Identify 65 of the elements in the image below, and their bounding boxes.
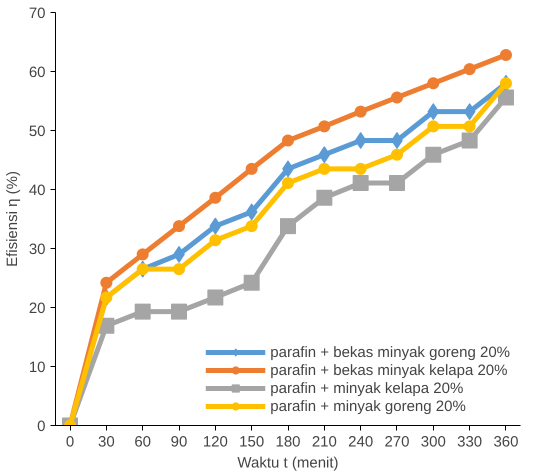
- point: [427, 77, 440, 90]
- point: [462, 132, 478, 149]
- point: [352, 175, 369, 192]
- point: [282, 177, 294, 189]
- x-axis-title: Waktu t (menit): [237, 454, 339, 472]
- point: [464, 63, 476, 76]
- x-tick-label: 360: [493, 434, 518, 450]
- x-tick-label: 120: [202, 434, 228, 450]
- x-tick-label: 240: [348, 434, 374, 450]
- point: [318, 162, 330, 175]
- y-axis-title: Efisiensi η (%): [4, 171, 21, 267]
- point: [209, 234, 222, 246]
- point: [136, 263, 149, 276]
- point: [280, 218, 296, 234]
- y-tick-label: 70: [28, 5, 46, 22]
- y-tick-label: 0: [37, 418, 46, 435]
- point: [427, 120, 440, 132]
- x-tick-label: 270: [384, 434, 410, 450]
- x-tick-label: 90: [170, 434, 188, 450]
- x-tick-label: 60: [134, 434, 152, 450]
- point: [318, 146, 330, 164]
- y-tick-label: 40: [28, 182, 46, 199]
- y-tick-label: 30: [28, 241, 46, 258]
- y-tick-label: 10: [28, 359, 46, 376]
- legend-label: parafin + bekas minyak kelapa 20%: [270, 361, 508, 379]
- legend-label: parafin + minyak kelapa 20%: [270, 379, 464, 397]
- point: [173, 263, 186, 276]
- x-tick-label: 180: [275, 434, 301, 450]
- point: [318, 120, 330, 132]
- legend-label: parafin + minyak goreng 20%: [270, 397, 466, 415]
- point: [207, 289, 224, 306]
- x-tick-label: 210: [312, 434, 337, 450]
- point: [464, 120, 476, 132]
- point: [173, 220, 186, 232]
- point: [209, 192, 222, 204]
- point: [498, 89, 514, 106]
- point: [246, 220, 258, 232]
- x-tick-label: 150: [239, 434, 264, 450]
- point: [500, 77, 512, 90]
- point: [425, 146, 442, 163]
- y-tick-label: 60: [28, 64, 46, 81]
- point: [316, 190, 332, 206]
- point: [136, 248, 149, 260]
- point: [100, 291, 112, 304]
- point: [171, 304, 188, 320]
- point: [134, 304, 151, 320]
- point: [390, 148, 403, 161]
- point: [246, 162, 258, 175]
- point: [390, 91, 403, 104]
- point: [282, 134, 294, 147]
- point: [388, 175, 405, 192]
- point: [500, 48, 512, 61]
- legend-label: parafin + bekas minyak goreng 20%: [270, 343, 510, 361]
- point: [244, 274, 260, 291]
- y-tick-label: 20: [28, 300, 46, 317]
- x-tick-label: 30: [98, 434, 115, 450]
- point: [100, 276, 112, 289]
- point: [354, 106, 367, 118]
- x-tick-label: 330: [457, 434, 482, 450]
- point: [354, 162, 367, 175]
- point: [427, 103, 440, 120]
- point: [246, 203, 258, 220]
- x-tick-label: 0: [66, 434, 74, 450]
- x-tick-label: 300: [420, 434, 446, 450]
- y-tick-label: 50: [28, 123, 46, 140]
